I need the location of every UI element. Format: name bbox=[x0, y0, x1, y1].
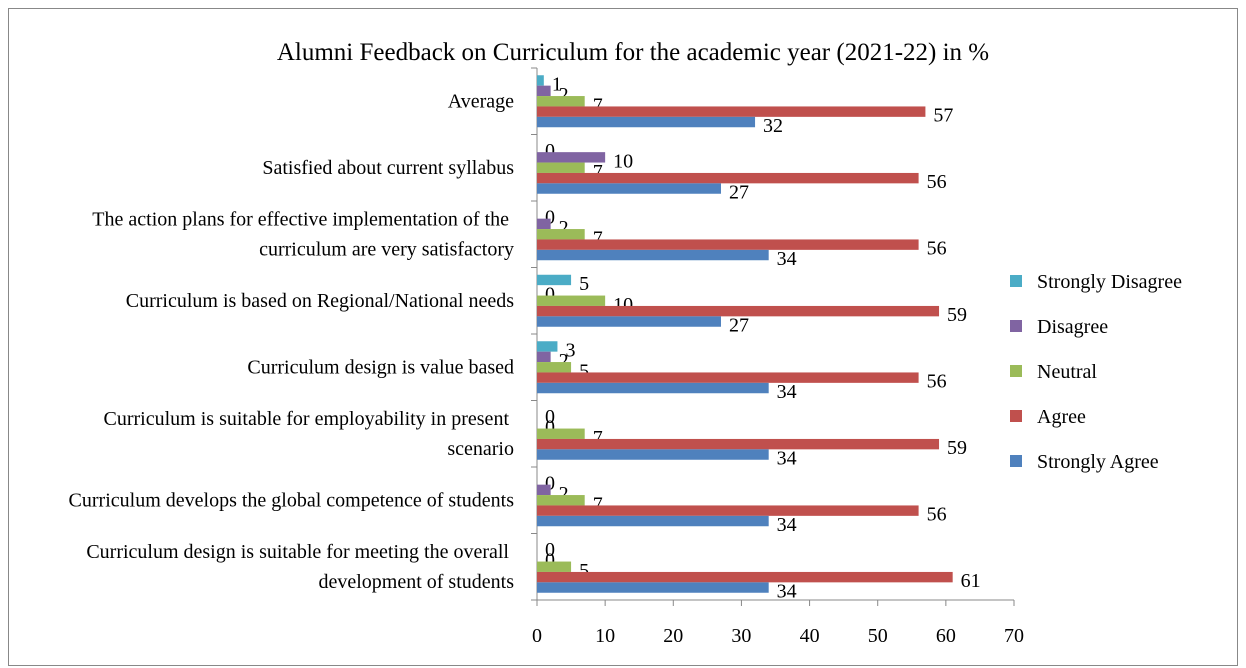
y-tick-label: The action plans for effective implement… bbox=[92, 208, 514, 260]
bar bbox=[537, 172, 919, 184]
bar bbox=[537, 295, 606, 306]
data-label: 0 bbox=[545, 549, 555, 571]
data-label: 0 bbox=[545, 140, 555, 162]
data-label: 0 bbox=[545, 416, 555, 438]
legend-label: Strongly Disagree bbox=[1037, 271, 1182, 293]
data-label: 34 bbox=[777, 581, 797, 603]
legend-label: Disagree bbox=[1037, 316, 1108, 338]
bar bbox=[537, 571, 953, 583]
y-tick-label: Curriculum design is suitable for meetin… bbox=[86, 541, 514, 593]
data-label: 56 bbox=[927, 171, 947, 193]
bar bbox=[537, 362, 572, 373]
y-tick-label: Curriculum is suitable for employability… bbox=[104, 408, 514, 460]
data-label: 34 bbox=[777, 248, 797, 270]
legend-swatch bbox=[1010, 320, 1022, 332]
bar bbox=[537, 449, 769, 460]
data-label: 56 bbox=[927, 238, 947, 260]
data-label: 61 bbox=[961, 570, 981, 592]
bar bbox=[537, 249, 769, 261]
y-tick-label: Curriculum design is value based bbox=[247, 356, 514, 378]
data-label: 7 bbox=[593, 94, 603, 116]
bar bbox=[537, 484, 551, 496]
bar bbox=[537, 75, 544, 86]
y-tick-label: Satisfied about current syllabus bbox=[262, 157, 514, 179]
x-tick-label: 40 bbox=[800, 625, 820, 647]
data-label: 5 bbox=[579, 360, 589, 382]
legend-swatch bbox=[1010, 455, 1022, 467]
bar bbox=[537, 505, 919, 516]
bar bbox=[537, 561, 572, 572]
data-label: 5 bbox=[579, 273, 589, 295]
bar bbox=[537, 239, 919, 250]
bar bbox=[537, 305, 940, 317]
bar bbox=[537, 495, 585, 506]
data-label: 0 bbox=[545, 283, 555, 305]
data-label: 0 bbox=[545, 206, 555, 228]
legend-label: Neutral bbox=[1037, 361, 1097, 383]
data-label: 2 bbox=[559, 483, 569, 505]
x-tick-label: 70 bbox=[1004, 625, 1024, 647]
data-label: 2 bbox=[559, 217, 569, 239]
legend-swatch bbox=[1010, 365, 1022, 377]
bar bbox=[537, 96, 585, 107]
data-label: 7 bbox=[593, 427, 603, 449]
bar bbox=[537, 116, 756, 128]
bar bbox=[537, 152, 606, 163]
data-label: 7 bbox=[593, 493, 603, 515]
bar bbox=[537, 341, 558, 352]
data-label: 7 bbox=[593, 161, 603, 183]
x-tick-label: 50 bbox=[868, 625, 888, 647]
data-label: 0 bbox=[545, 472, 555, 494]
data-label: 34 bbox=[777, 381, 797, 403]
bar bbox=[537, 372, 919, 383]
bar bbox=[537, 162, 585, 173]
x-tick-label: 10 bbox=[595, 625, 615, 647]
data-label: 5 bbox=[579, 560, 589, 582]
x-tick-label: 20 bbox=[663, 625, 683, 647]
data-label: 59 bbox=[947, 304, 967, 326]
data-label: 0 bbox=[545, 406, 555, 428]
data-label: 1 bbox=[552, 73, 562, 95]
data-label: 7 bbox=[593, 227, 603, 249]
bar bbox=[537, 382, 769, 394]
data-label: 2 bbox=[559, 84, 569, 106]
data-label: 10 bbox=[613, 150, 633, 172]
bar bbox=[537, 85, 551, 97]
data-label: 32 bbox=[763, 115, 783, 137]
bar bbox=[537, 515, 769, 527]
bar bbox=[537, 229, 585, 240]
bar bbox=[537, 438, 940, 450]
bar bbox=[537, 274, 572, 286]
data-label: 59 bbox=[947, 437, 967, 459]
data-label: 27 bbox=[729, 315, 749, 337]
data-label: 56 bbox=[927, 371, 947, 393]
bar bbox=[537, 218, 551, 230]
data-label: 3 bbox=[565, 339, 575, 361]
data-label: 0 bbox=[545, 539, 555, 561]
bar bbox=[537, 582, 769, 593]
y-tick-label: Average bbox=[448, 90, 514, 112]
x-tick-label: 0 bbox=[532, 625, 542, 647]
legend-label: Agree bbox=[1037, 406, 1086, 428]
bar bbox=[537, 106, 926, 117]
legend-swatch bbox=[1010, 410, 1022, 422]
legend-swatch bbox=[1010, 275, 1022, 287]
data-label: 27 bbox=[729, 182, 749, 204]
bar bbox=[537, 316, 721, 327]
chart-title: Alumni Feedback on Curriculum for the ac… bbox=[277, 39, 989, 66]
y-tick-label: Curriculum is based on Regional/National… bbox=[126, 290, 514, 312]
y-tick-label: Curriculum develops the global competenc… bbox=[69, 489, 515, 511]
legend-label: Strongly Agree bbox=[1037, 451, 1159, 473]
data-label: 2 bbox=[559, 350, 569, 372]
x-tick-label: 30 bbox=[731, 625, 751, 647]
bar bbox=[537, 183, 721, 194]
data-label: 34 bbox=[777, 514, 797, 536]
bar bbox=[537, 428, 585, 439]
x-tick-label: 60 bbox=[936, 625, 956, 647]
data-label: 56 bbox=[927, 504, 947, 526]
bar bbox=[537, 351, 551, 363]
data-label: 34 bbox=[777, 448, 797, 470]
data-label: 57 bbox=[933, 105, 953, 127]
